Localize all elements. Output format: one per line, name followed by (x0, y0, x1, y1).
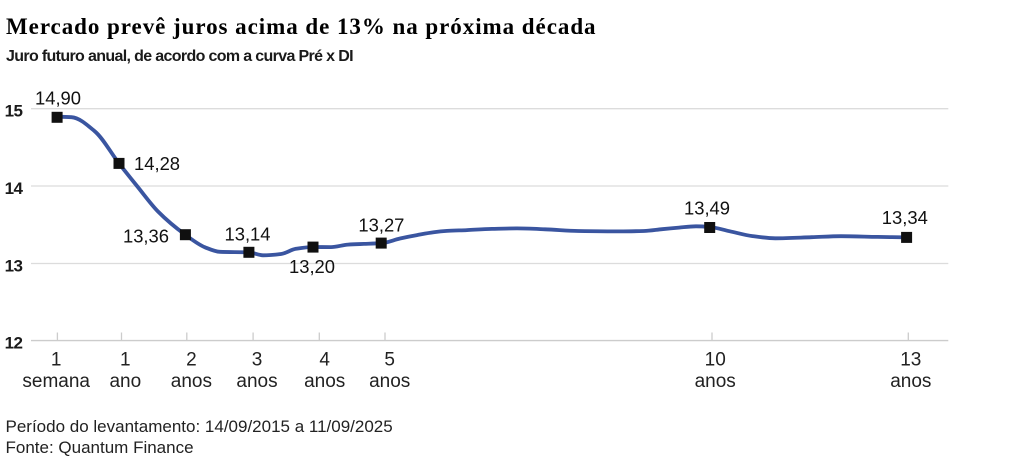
svg-text:10: 10 (705, 350, 726, 371)
svg-text:semana: semana (22, 371, 90, 392)
svg-text:12: 12 (5, 334, 23, 353)
svg-text:13,34: 13,34 (882, 207, 928, 228)
svg-text:Fonte: Quantum Finance: Fonte: Quantum Finance (6, 438, 194, 457)
svg-text:4: 4 (319, 350, 330, 371)
svg-text:5: 5 (384, 350, 395, 371)
svg-text:3: 3 (252, 350, 263, 371)
svg-text:1: 1 (51, 350, 62, 371)
svg-text:13,36: 13,36 (123, 225, 169, 246)
svg-text:anos: anos (369, 371, 410, 392)
svg-text:13,14: 13,14 (224, 223, 270, 244)
svg-text:anos: anos (304, 371, 345, 392)
svg-text:15: 15 (5, 102, 23, 121)
svg-text:13,27: 13,27 (358, 214, 404, 235)
svg-text:1: 1 (120, 350, 131, 371)
svg-text:Juro futuro anual, de acordo c: Juro futuro anual, de acordo com a curva… (6, 48, 353, 65)
svg-text:ano: ano (109, 371, 141, 392)
svg-text:13: 13 (5, 257, 23, 276)
svg-text:anos: anos (695, 371, 736, 392)
svg-text:Período do levantamento: 14/09: Período do levantamento: 14/09/2015 a 11… (6, 417, 393, 436)
svg-text:anos: anos (171, 371, 212, 392)
svg-text:14,28: 14,28 (134, 153, 180, 174)
svg-text:14,90: 14,90 (35, 88, 81, 109)
svg-text:anos: anos (236, 371, 277, 392)
svg-text:13,20: 13,20 (289, 256, 335, 277)
svg-text:13,49: 13,49 (684, 198, 730, 219)
svg-text:14: 14 (5, 179, 24, 198)
svg-text:2: 2 (186, 350, 197, 371)
svg-text:Mercado prevê juros acima de 1: Mercado prevê juros acima de 13% na próx… (6, 14, 597, 39)
svg-text:anos: anos (890, 371, 931, 392)
svg-text:13: 13 (900, 350, 921, 371)
